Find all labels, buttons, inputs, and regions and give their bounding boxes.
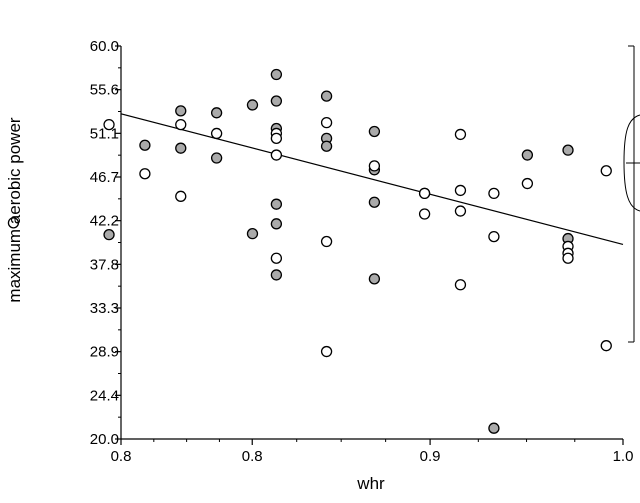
data-point-filled [368,196,381,208]
data-point-filled [368,273,381,285]
data-point-open [320,235,333,248]
y-tick-label: 28.9 [90,344,119,361]
data-point-open [418,187,431,200]
y-tick-label: 55.6 [90,82,119,99]
side-boxplot-panel [623,45,640,343]
data-point-filled [246,99,259,111]
data-point-open [454,184,467,197]
trend-line [120,113,624,246]
y-axis-ticks: 60.0 55.6 51.1 46.7 42.2 37.8 33.3 28.9 24.4 20.0 [90,38,121,448]
data-point-open [270,149,283,161]
data-point-filled [562,144,574,156]
data-point-filled [521,149,534,161]
x-axis-ticks: 0.8 0.8 0.9 1.0 [111,439,634,465]
data-point-open [454,279,467,291]
y-tick-label: 60.0 [90,38,119,55]
data-point-filled [320,140,333,152]
y-tick-label: 20.0 [90,431,119,448]
x-tick-label: 0.8 [111,448,132,465]
y-tick-label: 46.7 [90,169,119,186]
y-tick-label: 42.2 [90,213,119,230]
x-tick-label: 0.8 [242,448,263,465]
data-point-filled [175,142,187,154]
data-point-open [368,160,381,172]
data-point-filled [368,125,381,138]
data-point-open [600,165,612,177]
data-point-open [175,118,187,131]
y-axis-title: maximum aerobic power [5,117,24,303]
data-point-filled [139,139,151,151]
y-tick-label: 51.1 [90,125,119,142]
data-point-filled [210,152,223,164]
data-point-open [210,127,223,140]
x-axis-title: whr [356,474,385,493]
data-point-filled [270,218,283,230]
data-point-open [418,208,431,220]
data-point-filled [270,269,283,281]
data-point-open [103,118,115,131]
data-point-filled [175,105,187,117]
data-point-open [562,252,574,264]
data-point-open [7,217,20,229]
data-point-open [600,340,612,352]
data-point-open [521,177,534,190]
data-point-filled [270,68,283,81]
data-point-filled [103,228,115,241]
data-point-open [488,230,500,243]
y-tick-label: 37.8 [90,256,119,273]
data-point-filled [270,95,283,107]
data-point-filled [210,107,223,119]
data-point-open [270,132,283,145]
side-panel-box [623,114,640,212]
data-point-open [454,205,467,217]
y-tick-label: 24.4 [90,387,119,404]
data-points [7,68,612,434]
x-tick-label: 1.0 [613,448,634,465]
data-point-open [175,190,187,202]
data-point-open [139,168,151,180]
data-point-filled [320,90,333,102]
data-point-open [270,252,283,264]
data-point-filled [246,228,259,240]
data-point-open [454,128,467,141]
x-tick-label: 0.9 [420,448,441,465]
data-point-open [320,116,333,129]
y-tick-label: 33.3 [90,300,119,317]
data-point-open [488,187,500,200]
data-point-filled [270,198,283,210]
data-point-open [320,345,333,358]
data-point-filled [488,422,500,434]
